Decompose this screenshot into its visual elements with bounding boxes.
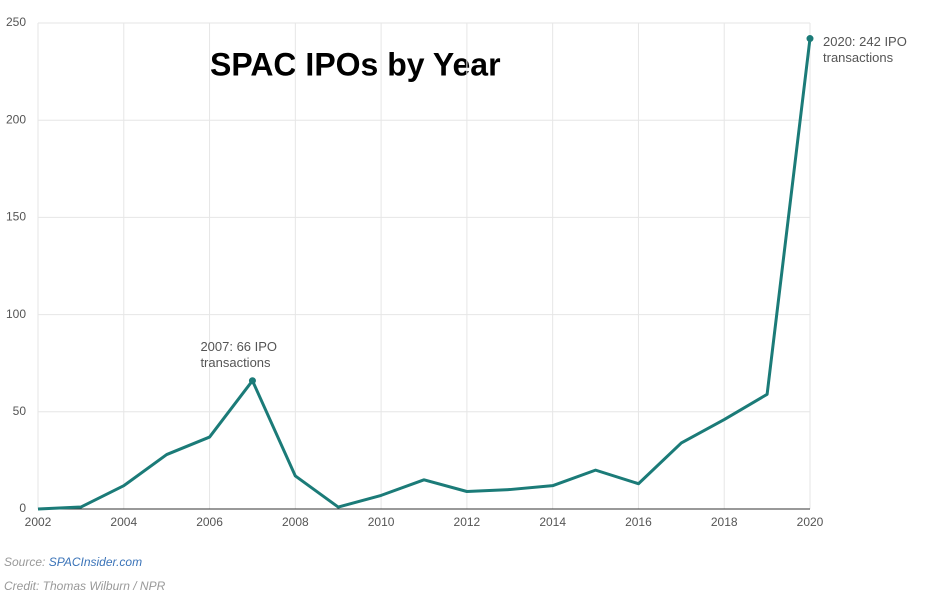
y-tick-label: 0 (19, 501, 26, 515)
annotation-dot (806, 35, 814, 43)
x-tick-label: 2018 (711, 515, 738, 529)
annotation-dot (248, 377, 256, 385)
annotation-text: transactions (823, 50, 894, 65)
source: Source: SPACInsider.com (4, 555, 142, 569)
line (37, 38, 812, 511)
x-tick-label: 2006 (196, 515, 223, 529)
annotation-text: transactions (200, 355, 271, 370)
annotation-text: 2020: 242 IPO (823, 34, 907, 49)
x-tick-label: 2002 (25, 515, 52, 529)
x-tick-label: 2012 (454, 515, 481, 529)
x-tick-label: 2020 (797, 515, 824, 529)
source-link[interactable]: SPACInsider.com (49, 555, 142, 569)
y-tick-label: 150 (6, 210, 26, 224)
x-tick-label: 2016 (625, 515, 652, 529)
y-tick-label: 100 (6, 307, 26, 321)
y-tick-label: 200 (6, 112, 26, 126)
credit: Credit: Thomas Wilburn / NPR (4, 579, 166, 593)
y-tick-label: 50 (13, 404, 27, 418)
x-tick-label: 2008 (282, 515, 309, 529)
x-tick-label: 2014 (539, 515, 566, 529)
y-tick-label: 250 (6, 15, 26, 29)
chart-title: SPAC IPOs by Year (210, 46, 501, 82)
x-tick-label: 2004 (110, 515, 137, 529)
x-tick-label: 2010 (368, 515, 395, 529)
annotation-text: 2007: 66 IPO (200, 339, 277, 354)
source-label: Source: (4, 555, 45, 569)
